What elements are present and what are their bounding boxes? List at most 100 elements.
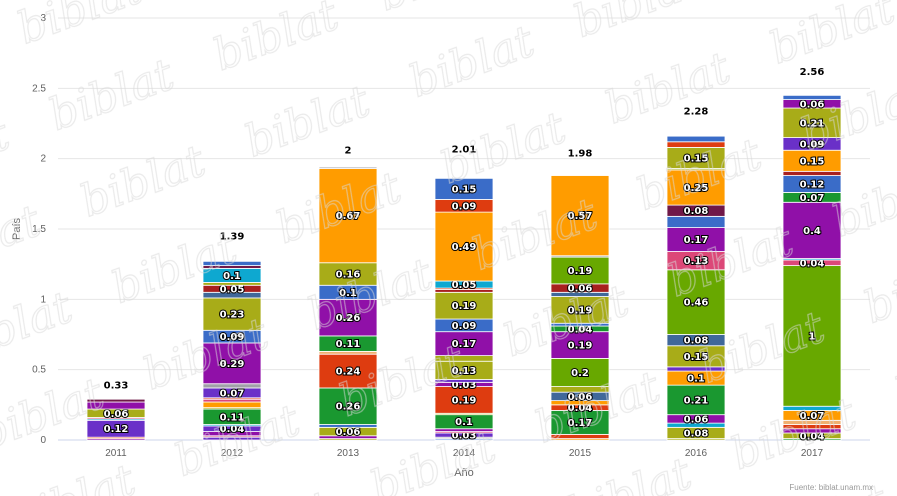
segment-value-label: 0.07 [800, 193, 825, 204]
segment-value-label: 0.17 [568, 418, 593, 429]
bar-segment[interactable] [202, 436, 262, 441]
bar-segment[interactable] [782, 428, 842, 434]
bar-segment[interactable] [202, 383, 262, 389]
segment-value-label: 0.06 [104, 409, 129, 420]
segment-value-label: 0.1 [687, 374, 705, 385]
x-tick-label: 2014 [453, 448, 476, 459]
y-axis-title: País [11, 217, 23, 240]
segment-value-label: 0.09 [452, 201, 477, 212]
segment-value-label: 0.1 [455, 417, 473, 428]
segment-value-label: 0.19 [568, 266, 593, 277]
bar-total-label: 0.33 [104, 381, 129, 392]
bars: 0.120.060.330.040.110.070.290.090.230.05… [86, 67, 842, 443]
x-tick-label: 2013 [337, 448, 360, 459]
segment-value-label: 0.26 [336, 402, 361, 413]
y-tick-label: 0.5 [32, 365, 46, 376]
segment-value-label: 1 [809, 331, 816, 342]
bar-segment[interactable] [202, 398, 262, 403]
y-tick-label: 0 [40, 435, 46, 446]
bar-segment[interactable] [318, 424, 378, 428]
bar-segment[interactable] [202, 282, 262, 286]
bar-segment[interactable] [318, 350, 378, 355]
bar-total-label: 2.28 [684, 106, 709, 117]
segment-value-label: 0.05 [220, 284, 245, 295]
bar-segment[interactable] [202, 265, 262, 269]
segment-value-label: 0.13 [452, 366, 477, 377]
segment-value-label: 0.09 [800, 139, 825, 150]
segment-value-label: 0.19 [452, 301, 477, 312]
segment-value-label: 0.06 [336, 427, 361, 438]
bar-segment[interactable] [550, 433, 610, 439]
bar-segment[interactable] [782, 405, 842, 411]
x-tick-label: 2012 [221, 448, 244, 459]
segment-value-label: 0.05 [452, 280, 477, 291]
segment-value-label: 0.15 [452, 184, 477, 195]
bar-segment[interactable] [666, 366, 726, 372]
bar-segment[interactable] [86, 398, 146, 403]
segment-value-label: 0.11 [336, 339, 361, 350]
segment-value-label: 0.16 [336, 270, 361, 281]
segment-value-label: 0.06 [684, 414, 709, 425]
bar-segment[interactable] [666, 135, 726, 143]
segment-value-label: 0.4 [803, 226, 821, 237]
y-tick-label: 1 [40, 294, 46, 305]
segment-value-label: 0.06 [568, 284, 593, 295]
bar-segment[interactable] [318, 166, 378, 169]
segment-value-label: 0.15 [684, 153, 709, 164]
segment-value-label: 0.09 [452, 321, 477, 332]
bar-total-label: 2.56 [800, 67, 825, 78]
x-tick-label: 2015 [569, 448, 592, 459]
segment-value-label: 0.15 [800, 156, 825, 167]
segment-value-label: 0.24 [336, 367, 361, 378]
segment-value-label: 0.07 [800, 411, 825, 422]
segment-value-label: 0.46 [684, 298, 709, 309]
bar-segment[interactable] [666, 141, 726, 148]
bar-segment[interactable] [550, 386, 610, 393]
bar-segment[interactable] [434, 379, 494, 383]
segment-value-label: 0.67 [336, 211, 361, 222]
bar-segment[interactable] [202, 260, 262, 266]
bar-segment[interactable] [782, 424, 842, 430]
segment-value-label: 0.09 [220, 332, 245, 343]
bar-total-label: 2.01 [452, 144, 477, 155]
segment-value-label: 0.1 [223, 271, 241, 282]
segment-value-label: 0.11 [220, 412, 245, 423]
bar-total-label: 1.98 [568, 148, 593, 159]
y-tick-label: 2.5 [32, 83, 46, 94]
segment-value-label: 0.29 [220, 359, 245, 370]
bar-total-label: 1.39 [220, 231, 245, 242]
segment-value-label: 0.08 [684, 206, 709, 217]
y-axis-ticks: 0 0.5 1 1.5 2 2.5 3 [32, 13, 46, 446]
segment-value-label: 0.19 [452, 395, 477, 406]
segment-value-label: 0.08 [684, 428, 709, 439]
segment-value-label: 0.19 [568, 305, 593, 316]
segment-value-label: 0.12 [104, 424, 129, 435]
segment-value-label: 0.15 [684, 352, 709, 363]
segment-value-label: 0.25 [684, 183, 709, 194]
bar-segment[interactable] [782, 94, 842, 100]
x-tick-label: 2016 [685, 448, 708, 459]
segment-value-label: 0.08 [684, 336, 709, 347]
source-credit: Fuente: biblat.unam.mx [789, 483, 873, 492]
segment-value-label: 0.2 [571, 368, 589, 379]
segment-value-label: 0.17 [452, 339, 477, 350]
bar-segment[interactable] [434, 355, 494, 362]
segment-value-label: 0.49 [452, 242, 477, 253]
bar-segment[interactable] [666, 215, 726, 228]
bar-segment[interactable] [86, 401, 146, 410]
segment-value-label: 0.21 [800, 118, 825, 129]
segment-value-label: 0.13 [684, 256, 709, 267]
segment-value-label: 0.57 [568, 211, 593, 222]
x-tick-label: 2011 [105, 448, 127, 459]
segment-value-label: 0.12 [800, 179, 825, 190]
bar-segment[interactable] [202, 401, 262, 409]
bar-segment[interactable] [782, 170, 842, 176]
segment-value-label: 0.19 [568, 341, 593, 352]
segment-value-label: 0.07 [220, 388, 245, 399]
bar-segment[interactable] [550, 322, 610, 327]
bar-segment[interactable] [434, 428, 494, 432]
y-tick-label: 3 [40, 13, 46, 24]
x-tick-label: 2017 [801, 448, 824, 459]
x-axis-ticks: 2011 2012 2013 2014 2015 2016 2017 [105, 448, 823, 459]
